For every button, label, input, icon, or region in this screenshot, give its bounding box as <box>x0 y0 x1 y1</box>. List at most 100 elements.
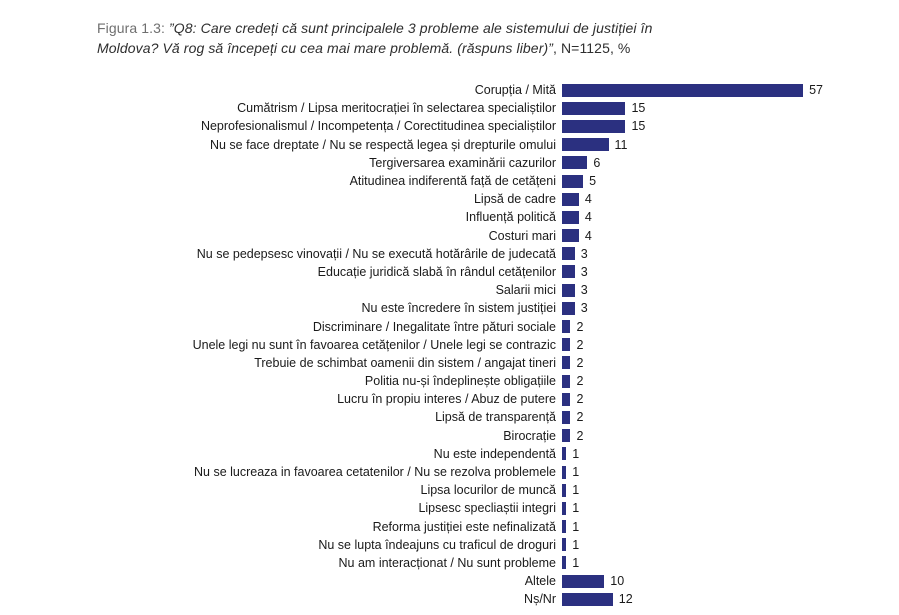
value-label: 3 <box>580 283 588 298</box>
bar <box>562 119 626 133</box>
value-label: 4 <box>584 192 592 207</box>
category-label: Nu se lupta îndeajuns cu traficul de dro… <box>318 537 556 552</box>
bar <box>562 501 567 515</box>
category-label: Lipsesc specliaștii integri <box>418 501 556 516</box>
value-label: 1 <box>572 519 580 534</box>
bar <box>562 392 571 406</box>
category-label: Nu se pedepsesc vinovații / Nu se execut… <box>196 246 556 261</box>
bar <box>562 374 571 388</box>
bar-row: Lucru în propiu interes / Abuz de putere… <box>0 390 899 408</box>
bar <box>562 210 579 224</box>
bar <box>562 101 626 115</box>
bar-row: Unele legi nu sunt în favoarea cetățenil… <box>0 336 899 354</box>
bar-row: Cumătrism / Lipsa meritocrației în selec… <box>0 99 899 117</box>
bar-row: Corupția / Mită 57 <box>0 81 899 99</box>
category-label: Nș/Nr <box>524 592 556 607</box>
bar-row: Trebuie de schimbat oamenii din sistem /… <box>0 354 899 372</box>
value-label: 4 <box>584 228 592 243</box>
bar <box>562 247 575 261</box>
bar-row: Nu se pedepsesc vinovații / Nu se execut… <box>0 245 899 263</box>
value-label: 2 <box>576 337 584 352</box>
value-label: 2 <box>576 392 584 407</box>
value-label: 2 <box>576 428 584 443</box>
value-label: 1 <box>572 446 580 461</box>
category-label: Salarii mici <box>495 283 556 298</box>
bar-row: Influență politică 4 <box>0 208 899 226</box>
figure-quote-line2: Moldova? Vă rog să începeți cu cea mai m… <box>97 40 553 56</box>
category-label: Neprofesionalismul / Incompetența / Core… <box>200 119 556 134</box>
category-label: Nu am interacționat / Nu sunt probleme <box>338 555 556 570</box>
category-label: Influență politică <box>465 210 556 225</box>
bar-row: Nu se lupta îndeajuns cu traficul de dro… <box>0 536 899 554</box>
value-label: 3 <box>580 264 588 279</box>
bar <box>562 301 575 315</box>
bar-row: Nu este independentă 1 <box>0 445 899 463</box>
value-label: 2 <box>576 355 584 370</box>
bar-row: Nu am interacționat / Nu sunt probleme 1 <box>0 554 899 572</box>
category-label: Cumătrism / Lipsa meritocrației în selec… <box>237 101 556 116</box>
bar-row: Nu este încredere în sistem justiției 3 <box>0 299 899 317</box>
bar-row: Lipsă de transparență 2 <box>0 408 899 426</box>
bar-row: Tergiversarea examinării cazurilor 6 <box>0 154 899 172</box>
category-label: Nu este încredere în sistem justiției <box>361 301 556 316</box>
category-label: Unele legi nu sunt în favoarea cetățenil… <box>192 337 556 352</box>
bar <box>562 356 571 370</box>
bar-row: Nu se lucreaza in favoarea cetatenilor /… <box>0 463 899 481</box>
category-label: Lipsa locurilor de muncă <box>420 483 557 498</box>
bar-row: Politia nu-și îndeplinește obligațiile 2 <box>0 372 899 390</box>
category-label: Trebuie de schimbat oamenii din sistem /… <box>254 355 556 370</box>
bar <box>562 520 567 534</box>
value-label: 1 <box>572 537 580 552</box>
bar <box>562 320 571 334</box>
category-label: Nu este independentă <box>433 446 556 461</box>
bar <box>562 447 567 461</box>
bar <box>562 338 571 352</box>
value-label: 2 <box>576 319 584 334</box>
bar-row: Discriminare / Inegalitate între pături … <box>0 317 899 335</box>
value-label: 1 <box>572 465 580 480</box>
bar-row: Salarii mici 3 <box>0 281 899 299</box>
bar <box>562 265 575 279</box>
value-label: 1 <box>572 483 580 498</box>
bar <box>562 192 579 206</box>
bar-row: Reforma justiției este nefinalizată 1 <box>0 518 899 536</box>
value-label: 6 <box>593 155 601 170</box>
value-label: 1 <box>572 555 580 570</box>
bar-row: Atitudinea indiferentă față de cetățeni 5 <box>0 172 899 190</box>
bar <box>562 574 605 588</box>
bar-row: Birocrație 2 <box>0 427 899 445</box>
category-label: Altele <box>524 574 556 589</box>
bar <box>562 465 567 479</box>
bar-row: Nș/Nr 12 <box>0 590 899 608</box>
category-label: Corupția / Mită <box>474 83 556 98</box>
value-label: 1 <box>572 501 580 516</box>
bar <box>562 592 613 606</box>
category-label: Lipsă de transparență <box>435 410 556 425</box>
value-label: 10 <box>610 574 625 589</box>
figure-quote-line1: ”Q8: Care credeți că sunt principalele 3… <box>169 20 653 36</box>
category-label: Costuri mari <box>488 228 556 243</box>
value-label: 57 <box>809 83 824 98</box>
bar <box>562 138 609 152</box>
value-label: 11 <box>614 137 628 152</box>
value-label: 15 <box>631 119 646 134</box>
bar <box>562 538 567 552</box>
bar-row: Altele 10 <box>0 572 899 590</box>
bar-chart: Corupția / Mită 57 Cumătrism / Lipsa merit… <box>0 81 899 608</box>
value-label: 2 <box>576 374 584 389</box>
value-label: 3 <box>580 301 588 316</box>
bar-row: Lipsa locurilor de muncă 1 <box>0 481 899 499</box>
category-label: Nu se lucreaza in favoarea cetatenilor /… <box>194 465 556 480</box>
bar-row: Nu se face dreptate / Nu se respectă leg… <box>0 136 899 154</box>
bar-row: Educație juridică slabă în rândul cetățe… <box>0 263 899 281</box>
value-label: 2 <box>576 410 584 425</box>
bar <box>562 83 804 97</box>
bar-row: Lipsă de cadre 4 <box>0 190 899 208</box>
category-label: Politia nu-și îndeplinește obligațiile <box>364 374 556 389</box>
bar-row: Lipsesc specliaștii integri 1 <box>0 499 899 517</box>
category-label: Tergiversarea examinării cazurilor <box>369 155 556 170</box>
bar <box>562 483 567 497</box>
bar <box>562 429 571 443</box>
category-label: Lipsă de cadre <box>473 192 556 207</box>
